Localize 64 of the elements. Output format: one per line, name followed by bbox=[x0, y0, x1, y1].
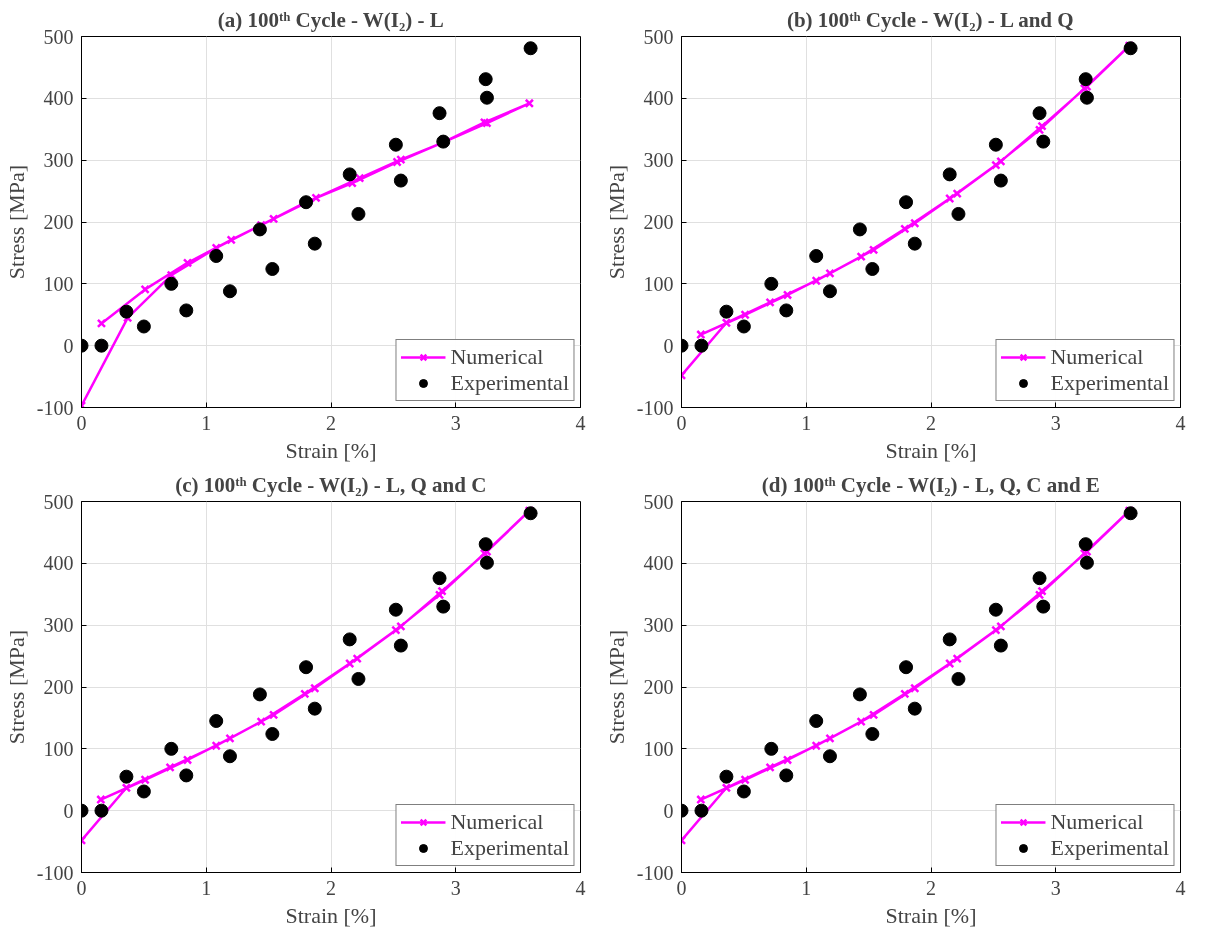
chart-title: (b) 100ᵗʰ Cycle - W(I₂) - L and Q bbox=[786, 7, 1074, 32]
x-tick-label: 2 bbox=[926, 876, 936, 899]
y-tick-label: 400 bbox=[43, 552, 74, 575]
legend-label: Numerical bbox=[1050, 344, 1144, 370]
y-tick-label: 300 bbox=[643, 149, 674, 172]
x-tick-label: 1 bbox=[201, 876, 212, 899]
x-tick-label: 4 bbox=[1175, 876, 1186, 899]
x-tick-label: 1 bbox=[801, 876, 812, 899]
x-tick-label: 3 bbox=[1050, 411, 1061, 434]
x-tick-label: 3 bbox=[450, 876, 461, 899]
x-axis-title: Strain [%] bbox=[285, 902, 377, 928]
y-tick-label: 100 bbox=[43, 737, 74, 760]
x-axis-title: Strain [%] bbox=[885, 437, 977, 463]
y-tick-label: 300 bbox=[643, 614, 674, 637]
y-axis-title: Stress [MPa] bbox=[3, 164, 29, 280]
legend-label: Numerical bbox=[450, 344, 544, 370]
y-tick-label: 0 bbox=[663, 334, 674, 357]
y-tick-label: 300 bbox=[43, 149, 74, 172]
x-tick-label: 2 bbox=[326, 411, 336, 434]
x-tick-label: 2 bbox=[326, 876, 336, 899]
x-tick-label: 1 bbox=[201, 411, 212, 434]
legend-label: Numerical bbox=[450, 809, 544, 835]
y-tick-label: -100 bbox=[636, 861, 674, 884]
x-axis-title: Strain [%] bbox=[885, 902, 977, 928]
chart-title: (d) 100ᵗʰ Cycle - W(I₂) - L, Q, C and E bbox=[761, 472, 1100, 497]
y-tick-label: 500 bbox=[643, 490, 674, 513]
y-axis-title: Stress [MPa] bbox=[603, 164, 629, 280]
y-tick-label: 500 bbox=[643, 25, 674, 48]
x-tick-label: 4 bbox=[575, 411, 586, 434]
y-tick-label: 0 bbox=[663, 799, 674, 822]
chart-title: (c) 100ᵗʰ Cycle - W(I₂) - L, Q and C bbox=[175, 472, 487, 497]
y-tick-label: -100 bbox=[636, 396, 674, 419]
y-tick-label: 200 bbox=[643, 676, 674, 698]
y-tick-label: -100 bbox=[36, 396, 74, 419]
x-tick-label: 4 bbox=[575, 876, 586, 899]
y-tick-label: 400 bbox=[43, 87, 74, 110]
legend-label: Experimental bbox=[1050, 370, 1169, 396]
y-axis-title: Stress [MPa] bbox=[3, 629, 29, 745]
y-tick-label: 200 bbox=[43, 211, 74, 233]
legend-label: Experimental bbox=[450, 835, 569, 861]
chart-title: (a) 100ᵗʰ Cycle - W(I₂) - L bbox=[217, 7, 444, 32]
y-tick-label: 0 bbox=[63, 799, 74, 822]
x-tick-label: 4 bbox=[1175, 411, 1186, 434]
legend-label: Numerical bbox=[1050, 809, 1144, 835]
y-tick-label: 400 bbox=[643, 552, 674, 575]
x-tick-label: 3 bbox=[450, 411, 461, 434]
y-tick-label: 100 bbox=[643, 737, 674, 760]
y-tick-label: 500 bbox=[43, 490, 74, 513]
y-tick-label: 100 bbox=[43, 272, 74, 295]
x-tick-label: 3 bbox=[1050, 876, 1061, 899]
legend-label: Experimental bbox=[450, 370, 569, 396]
y-tick-label: 500 bbox=[43, 25, 74, 48]
x-tick-label: 1 bbox=[801, 411, 812, 434]
y-tick-label: 0 bbox=[63, 334, 74, 357]
y-tick-label: 100 bbox=[643, 272, 674, 295]
y-axis-title: Stress [MPa] bbox=[603, 629, 629, 745]
y-tick-label: 400 bbox=[643, 87, 674, 110]
y-tick-label: 200 bbox=[643, 211, 674, 233]
legend-label: Experimental bbox=[1050, 835, 1169, 861]
y-tick-label: 200 bbox=[43, 676, 74, 698]
x-tick-label: 2 bbox=[926, 411, 936, 434]
y-tick-label: -100 bbox=[36, 861, 74, 884]
y-tick-label: 300 bbox=[43, 614, 74, 637]
x-axis-title: Strain [%] bbox=[285, 437, 377, 463]
